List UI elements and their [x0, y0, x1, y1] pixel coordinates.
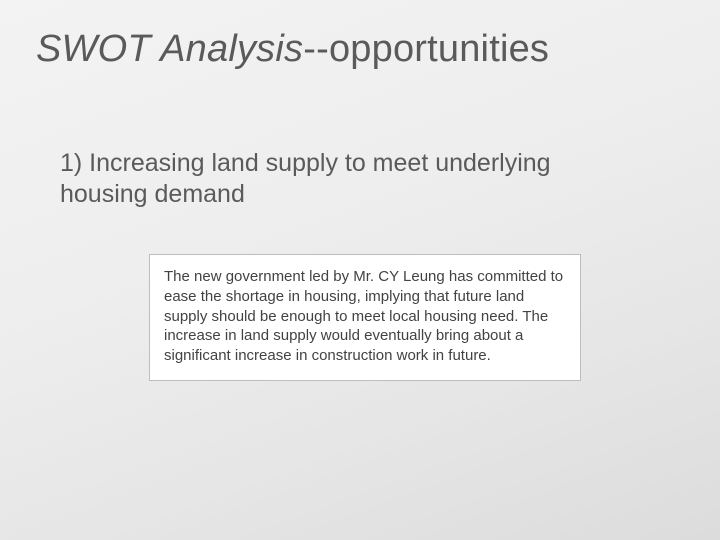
title-italic-part: SWOT Analysis [36, 28, 303, 70]
title-plain-part: --opportunities [303, 28, 549, 70]
content-box: The new government led by Mr. CY Leung h… [149, 254, 581, 381]
slide-subheading: 1) Increasing land supply to meet underl… [60, 148, 620, 211]
content-box-text: The new government led by Mr. CY Leung h… [164, 267, 566, 366]
slide-title: SWOT Analysis--opportunities [36, 28, 549, 71]
